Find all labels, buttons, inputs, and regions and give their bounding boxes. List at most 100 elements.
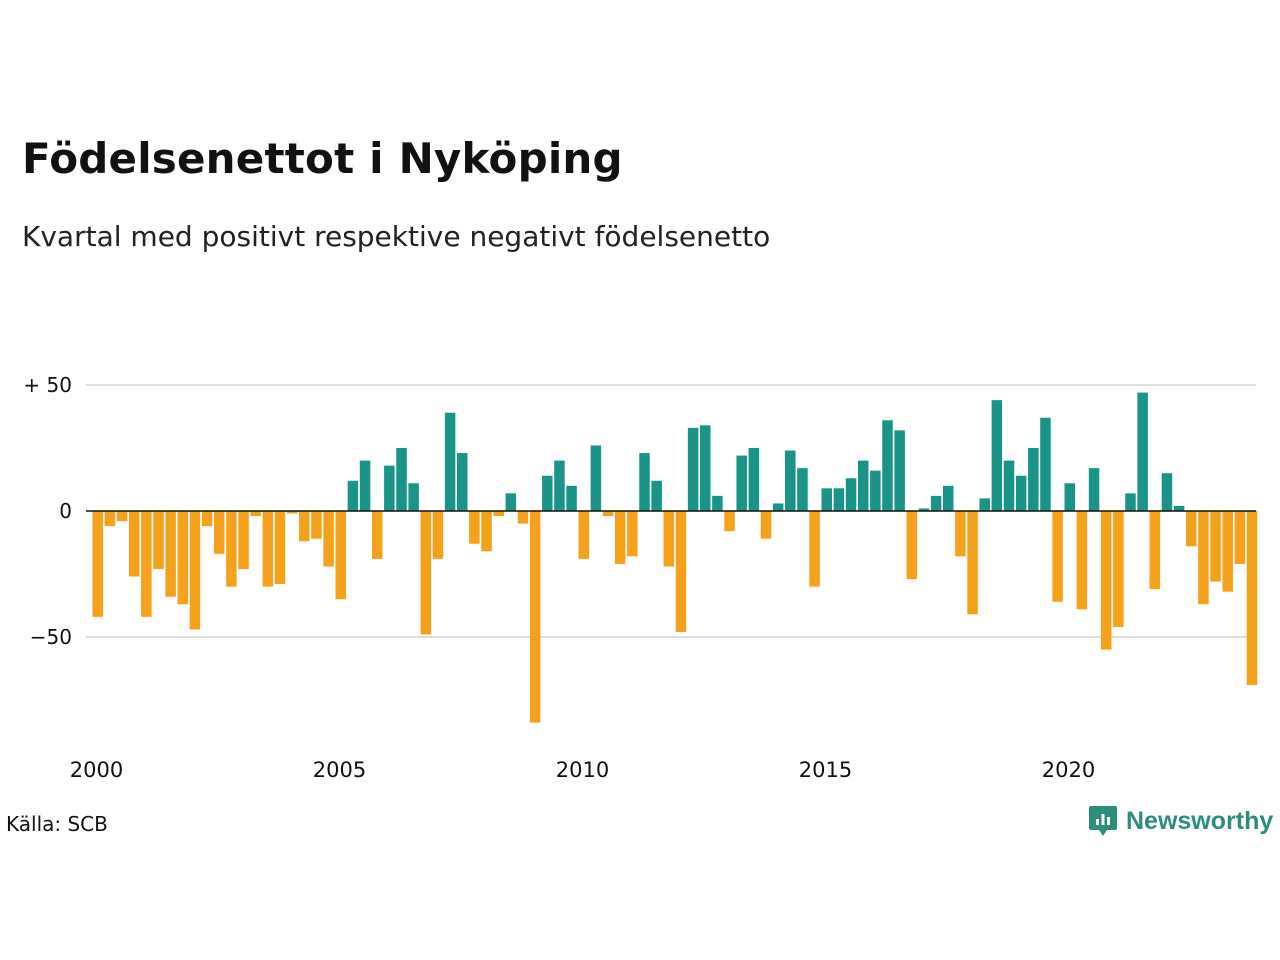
bar-positive (833, 488, 845, 511)
bar-negative (1052, 511, 1063, 602)
bar-negative (299, 511, 310, 542)
bar-positive (1028, 448, 1039, 511)
y-tick-label: + 50 (23, 373, 72, 397)
bar-positive (748, 448, 760, 511)
bar-negative (201, 511, 213, 527)
bar-negative (1198, 511, 1209, 605)
bar-negative (675, 511, 687, 632)
bar-negative (627, 511, 638, 557)
bar-positive (444, 412, 456, 511)
bar-negative (1113, 511, 1124, 627)
bar-positive (712, 495, 723, 511)
bar-positive (772, 503, 784, 511)
bar-negative (724, 511, 735, 532)
y-tick-label: 0 (59, 499, 72, 523)
bar-negative (1210, 511, 1221, 582)
bar-positive (821, 488, 832, 511)
bar-positive (639, 453, 650, 511)
bars (92, 392, 1258, 723)
bar-negative (481, 511, 492, 552)
bar-positive (347, 480, 359, 511)
x-tick-label: 2005 (313, 758, 366, 782)
bar-negative (116, 511, 128, 522)
bar-negative (1100, 511, 1112, 650)
bar-positive (785, 450, 796, 511)
bar-positive (542, 475, 553, 511)
bar-negative (469, 511, 480, 544)
bar-negative (214, 511, 225, 554)
bar-negative (663, 511, 675, 567)
bar-positive (700, 425, 711, 511)
x-tick-label: 2010 (556, 758, 609, 782)
bar-negative (529, 511, 541, 723)
bar-negative (1076, 511, 1088, 610)
bar-positive (870, 470, 881, 511)
bar-negative (323, 511, 334, 567)
bar-positive (1003, 460, 1015, 511)
bar-negative (1234, 511, 1246, 564)
bar-negative (493, 511, 504, 517)
bar-positive (359, 460, 371, 511)
bar-positive (991, 400, 1003, 511)
bar-positive (1137, 392, 1148, 511)
bar-negative (226, 511, 237, 587)
bar-positive (384, 465, 395, 511)
bar-positive (797, 468, 808, 511)
bar-negative (104, 511, 116, 527)
bar-positive (894, 430, 905, 511)
bar-negative (189, 511, 201, 630)
newsworthy-logo-icon (1089, 806, 1117, 836)
bar-negative (250, 511, 261, 517)
grid-lines (86, 384, 1256, 638)
bar-negative (371, 511, 383, 559)
bar-chart: + 50 0 −50 2000 2005 2010 2015 2020 (23, 373, 1258, 782)
bar-positive (505, 493, 517, 511)
bar-positive (930, 495, 942, 511)
bar-negative (578, 511, 589, 559)
bar-positive (396, 448, 407, 511)
bar-positive (566, 485, 577, 511)
x-tick-label: 2000 (70, 758, 123, 782)
bar-negative (602, 511, 614, 517)
bar-negative (517, 511, 529, 524)
y-tick-label: −50 (30, 625, 72, 649)
bar-negative (311, 511, 322, 539)
bar-positive (1173, 505, 1185, 511)
bar-positive (1088, 468, 1100, 511)
bar-negative (153, 511, 164, 569)
bar-positive (590, 445, 602, 511)
bar-negative (1246, 511, 1258, 685)
bar-negative (760, 511, 772, 539)
bar-negative (906, 511, 918, 580)
bar-negative (92, 511, 103, 617)
bar-positive (1064, 483, 1075, 511)
bar-negative (1149, 511, 1161, 590)
bar-negative (177, 511, 189, 605)
bar-negative (967, 511, 978, 615)
bar-negative (286, 511, 298, 514)
bar-positive (845, 478, 857, 511)
bar-negative (262, 511, 274, 587)
bar-negative (1222, 511, 1233, 592)
bar-negative (432, 511, 444, 559)
y-axis-tick-labels: + 50 0 −50 (23, 373, 72, 649)
bar-positive (918, 508, 930, 511)
bar-positive (1125, 493, 1136, 511)
brand-name: Newsworthy (1126, 806, 1274, 835)
bar-negative (420, 511, 432, 635)
bar-positive (736, 455, 747, 511)
bar-negative (165, 511, 176, 597)
bar-positive (979, 498, 990, 511)
bar-positive (1015, 475, 1027, 511)
bar-negative (614, 511, 626, 564)
bar-positive (857, 460, 869, 511)
bar-positive (882, 420, 893, 511)
x-tick-label: 2015 (799, 758, 852, 782)
bar-positive (408, 483, 419, 511)
bar-negative (141, 511, 152, 617)
bar-positive (943, 485, 954, 511)
bar-negative (1186, 511, 1197, 547)
bar-negative (809, 511, 820, 587)
chart-subtitle: Kvartal med positivt respektive negativt… (22, 220, 771, 253)
bar-negative (274, 511, 286, 585)
